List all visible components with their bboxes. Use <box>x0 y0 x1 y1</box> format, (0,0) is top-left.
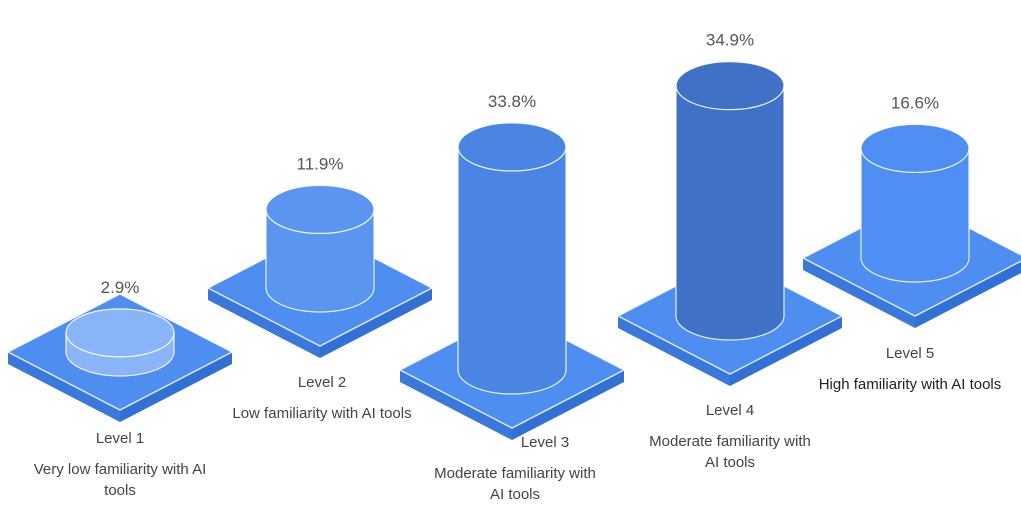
platform-side-right <box>915 261 1021 328</box>
bar <box>265 208 375 313</box>
bar-top <box>860 123 970 174</box>
data-label: 34.9% <box>706 31 754 50</box>
data-label: 2.9% <box>101 278 140 297</box>
platform-side-right <box>730 316 842 386</box>
data-label: 33.8% <box>488 92 536 111</box>
level-description: High familiarity with AI tools <box>818 376 1002 393</box>
level-description: Very low familiarity with AI tools <box>33 461 207 499</box>
level-description: Moderate familiarity with AI tools <box>434 465 596 503</box>
data-label: 16.6% <box>891 93 939 112</box>
bar <box>675 85 785 341</box>
platform-side-right <box>512 370 624 440</box>
category-label-level-2: Level 2 Low familiarity with AI tools <box>222 372 422 424</box>
platform-side-left <box>208 288 320 358</box>
platform-side-left <box>803 258 915 328</box>
category-label-level-3: Level 3 Moderate familiarity with AI too… <box>430 432 600 505</box>
bar-top <box>675 61 785 111</box>
bar-top <box>265 184 375 235</box>
level-label: Level 3 <box>520 434 570 451</box>
platform-side-left <box>400 370 512 440</box>
platform-side-right <box>120 352 232 422</box>
platform-side-left <box>618 316 730 386</box>
level-description: Moderate familiarity with AI tools <box>649 433 811 471</box>
bar <box>860 147 970 283</box>
bar-top <box>65 308 175 358</box>
category-label-level-1: Level 1 Very low familiarity with AI too… <box>20 428 220 501</box>
platform-side-right <box>320 288 432 358</box>
bar <box>457 146 567 395</box>
level-label: Level 4 <box>705 402 755 419</box>
level-label: Level 5 <box>885 345 935 362</box>
platform-side-left <box>8 352 120 422</box>
level-description: Low familiarity with AI tools <box>232 405 412 422</box>
level-label: Level 2 <box>297 374 347 391</box>
category-label-level-4: Level 4 Moderate familiarity with AI too… <box>645 400 815 473</box>
data-label: 11.9% <box>297 154 344 173</box>
category-label-level-5: Level 5 High familiarity with AI tools <box>810 343 1010 395</box>
bar-top <box>457 122 567 172</box>
level-label: Level 1 <box>95 430 145 447</box>
